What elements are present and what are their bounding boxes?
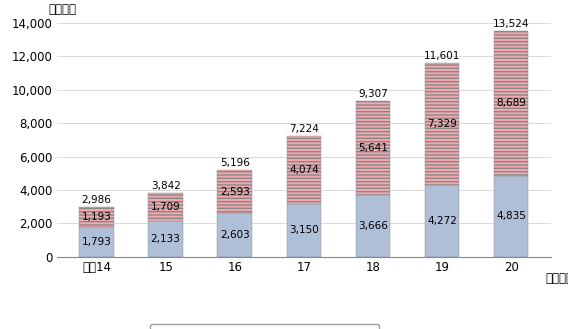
Text: 13,524: 13,524 (493, 19, 529, 29)
Text: 4,272: 4,272 (427, 216, 457, 226)
Text: （年度）: （年度） (546, 272, 568, 285)
Text: 9,307: 9,307 (358, 89, 388, 99)
Bar (218, 213, 252, 257)
Text: 2,593: 2,593 (220, 187, 250, 196)
Text: 2,133: 2,133 (151, 234, 181, 244)
Bar (425, 63, 460, 185)
Bar (80, 207, 114, 227)
Text: 1,793: 1,793 (82, 237, 111, 247)
Legend: モバイルコンテンツ市場, モバイルコマース市場: モバイルコンテンツ市場, モバイルコマース市場 (149, 324, 379, 329)
Text: 7,329: 7,329 (427, 119, 457, 129)
Bar (425, 185, 460, 257)
Text: 8,689: 8,689 (496, 98, 526, 109)
Text: 3,150: 3,150 (289, 225, 319, 235)
Bar (287, 204, 321, 257)
Text: 5,641: 5,641 (358, 143, 388, 153)
Text: 2,603: 2,603 (220, 230, 250, 240)
Text: 3,842: 3,842 (151, 181, 181, 190)
Bar (148, 192, 183, 221)
Bar (356, 195, 390, 257)
Bar (80, 227, 114, 257)
Text: 1,709: 1,709 (151, 202, 181, 212)
Bar (356, 101, 390, 195)
Text: 11,601: 11,601 (424, 51, 460, 61)
Text: 4,074: 4,074 (289, 165, 319, 175)
Text: 3,666: 3,666 (358, 221, 388, 231)
Bar (148, 221, 183, 257)
Bar (494, 176, 528, 257)
Text: 2,986: 2,986 (82, 195, 111, 205)
Text: 4,835: 4,835 (496, 211, 526, 221)
Text: 7,224: 7,224 (289, 124, 319, 134)
Text: 5,196: 5,196 (220, 158, 250, 168)
Text: （億円）: （億円） (48, 3, 76, 16)
Text: 1,193: 1,193 (82, 212, 111, 222)
Bar (494, 31, 528, 176)
Bar (287, 136, 321, 204)
Bar (218, 170, 252, 213)
